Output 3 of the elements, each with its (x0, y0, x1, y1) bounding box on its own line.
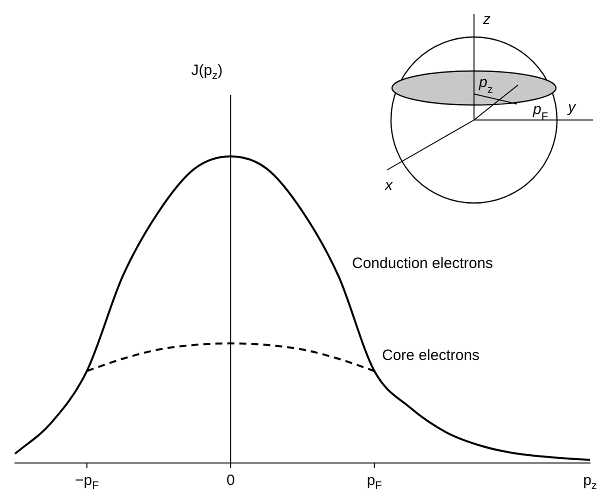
x-tick-label: 0 (226, 472, 235, 489)
annotation: Conduction electrons (352, 255, 493, 272)
annotation: Core electrons (382, 347, 480, 364)
